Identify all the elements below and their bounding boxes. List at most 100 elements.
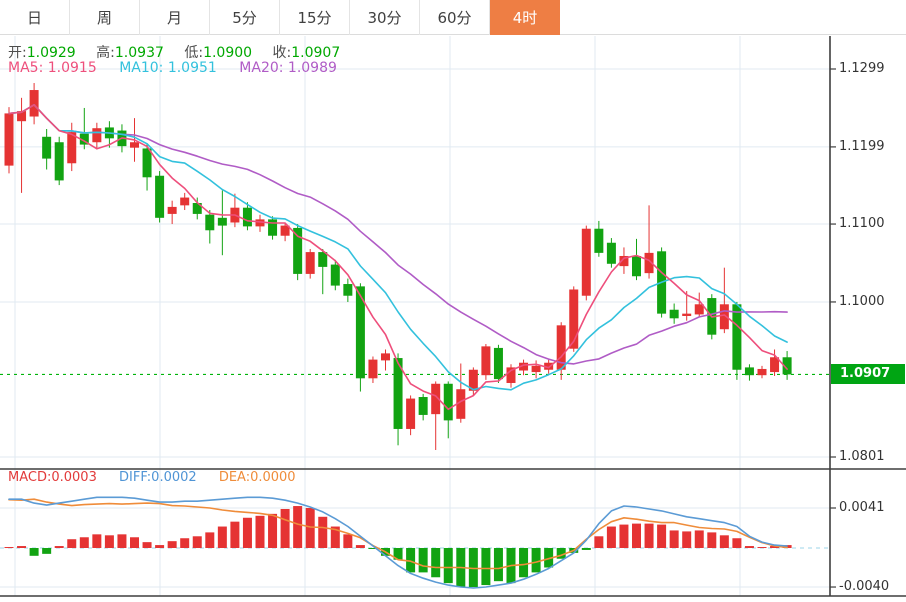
macd-axis-label: 0.0041 bbox=[839, 500, 885, 515]
macd-bar-positive bbox=[330, 526, 340, 548]
candle-down bbox=[493, 347, 503, 380]
ma20-label: MA20: bbox=[239, 60, 284, 76]
candle-up bbox=[130, 142, 139, 148]
candle-down bbox=[155, 175, 165, 218]
candle-down bbox=[418, 397, 428, 415]
candle-up bbox=[770, 357, 780, 373]
macd-bar-positive bbox=[606, 526, 616, 548]
candle-down bbox=[732, 304, 742, 370]
candle-down bbox=[79, 133, 89, 145]
candle-up bbox=[29, 90, 39, 117]
macd-bar-negative bbox=[42, 548, 52, 554]
tab-5[interactable]: 15分 bbox=[280, 0, 350, 35]
tab-8[interactable]: 4时 bbox=[490, 0, 560, 35]
macd-bar-positive bbox=[92, 534, 102, 548]
macd-bar-positive bbox=[155, 545, 165, 548]
tab-7[interactable]: 60分 bbox=[420, 0, 490, 35]
ma5-value: 1.0915 bbox=[47, 60, 97, 76]
tab-1[interactable]: 日 bbox=[0, 0, 70, 35]
close-label: 收: bbox=[272, 45, 292, 61]
high-value: 1.0937 bbox=[114, 45, 164, 61]
macd-bar-negative bbox=[519, 548, 529, 578]
candle-up bbox=[468, 369, 478, 391]
candle-up bbox=[456, 389, 466, 419]
candle-down bbox=[782, 357, 792, 375]
open-label: 开: bbox=[8, 45, 27, 61]
candle-up bbox=[180, 197, 190, 206]
tab-4[interactable]: 5分 bbox=[210, 0, 280, 35]
candle-up bbox=[531, 365, 541, 373]
candle-up bbox=[694, 304, 704, 315]
candle-up bbox=[757, 368, 767, 376]
price-axis-label: 1.1299 bbox=[839, 61, 885, 76]
candle-down bbox=[268, 219, 278, 236]
macd-bar-negative bbox=[29, 548, 39, 556]
macd-bar-positive bbox=[54, 546, 64, 548]
candle-down bbox=[606, 242, 616, 264]
macd-bar-positive bbox=[79, 537, 89, 548]
candle-up bbox=[556, 325, 566, 370]
close-value: 1.0907 bbox=[291, 45, 341, 61]
macd-bar-negative bbox=[368, 548, 378, 549]
macd-bar-positive bbox=[4, 547, 14, 549]
candle-up bbox=[92, 128, 102, 143]
macd-readout: MACD:0.0003 DIFF:0.0002 DEA:0.0000 bbox=[8, 470, 314, 485]
macd-bar-positive bbox=[167, 541, 177, 548]
macd-bar-positive bbox=[343, 534, 353, 548]
macd-bar-positive bbox=[669, 530, 679, 548]
ma10-line bbox=[8, 104, 788, 391]
tab-2[interactable]: 周 bbox=[70, 0, 140, 35]
current-price-badge: 1.0907 bbox=[831, 364, 905, 384]
macd-bar-positive bbox=[744, 546, 754, 548]
candle-up bbox=[519, 362, 529, 371]
macd-bar-negative bbox=[406, 548, 416, 573]
candle-up bbox=[255, 219, 265, 227]
candle-up bbox=[280, 225, 290, 236]
macd-bar-negative bbox=[393, 548, 403, 560]
macd-bar-positive bbox=[242, 517, 252, 548]
candle-up bbox=[619, 255, 629, 267]
candle-up bbox=[67, 132, 77, 164]
macd-bar-positive bbox=[644, 523, 654, 548]
candle-down bbox=[443, 383, 453, 421]
candle-up bbox=[719, 304, 729, 330]
dea-line bbox=[8, 498, 788, 570]
candle-up bbox=[167, 206, 177, 214]
candle-up bbox=[368, 359, 378, 379]
macd-bar-positive bbox=[142, 542, 152, 548]
ohlc-readout: 开:1.0929 高:1.0937 低:1.0900 收:1.0907 bbox=[8, 42, 356, 62]
ma-readout: MA5: 1.0915 MA10: 1.0951 MA20: 1.0989 bbox=[8, 60, 355, 76]
tab-3[interactable]: 月 bbox=[140, 0, 210, 35]
macd-bar-positive bbox=[104, 535, 114, 548]
ma20-line bbox=[8, 104, 788, 365]
candle-down bbox=[293, 227, 303, 274]
candle-down bbox=[242, 207, 252, 227]
macd-bar-positive bbox=[180, 538, 190, 548]
ma10-value: 1.0951 bbox=[167, 60, 217, 76]
macd-bar-positive bbox=[355, 545, 365, 548]
timeframe-tabbar: 日周月 5分 15分 30分 60分 4时 bbox=[0, 0, 906, 35]
tab-6[interactable]: 30分 bbox=[350, 0, 420, 35]
candle-down bbox=[42, 136, 52, 159]
candle-down bbox=[54, 142, 64, 181]
macd-bar-positive bbox=[619, 524, 629, 548]
macd-bar-positive bbox=[117, 534, 127, 548]
macd-bar-positive bbox=[217, 526, 227, 548]
high-label: 高: bbox=[96, 45, 115, 61]
macd-bar-positive bbox=[318, 516, 328, 548]
candle-up bbox=[581, 228, 591, 296]
candle-down bbox=[330, 264, 340, 286]
dea-label: DEA: bbox=[218, 470, 251, 485]
candle-up bbox=[406, 398, 416, 429]
candle-down bbox=[192, 203, 202, 214]
low-value: 1.0900 bbox=[203, 45, 253, 61]
dea-value: 0.0000 bbox=[250, 470, 296, 485]
macd-bar-positive bbox=[205, 532, 215, 548]
candle-down bbox=[318, 252, 328, 267]
candle-down bbox=[355, 286, 365, 379]
macd-bar-negative bbox=[531, 548, 541, 573]
candle-up bbox=[4, 113, 14, 166]
candle-down bbox=[393, 358, 403, 429]
